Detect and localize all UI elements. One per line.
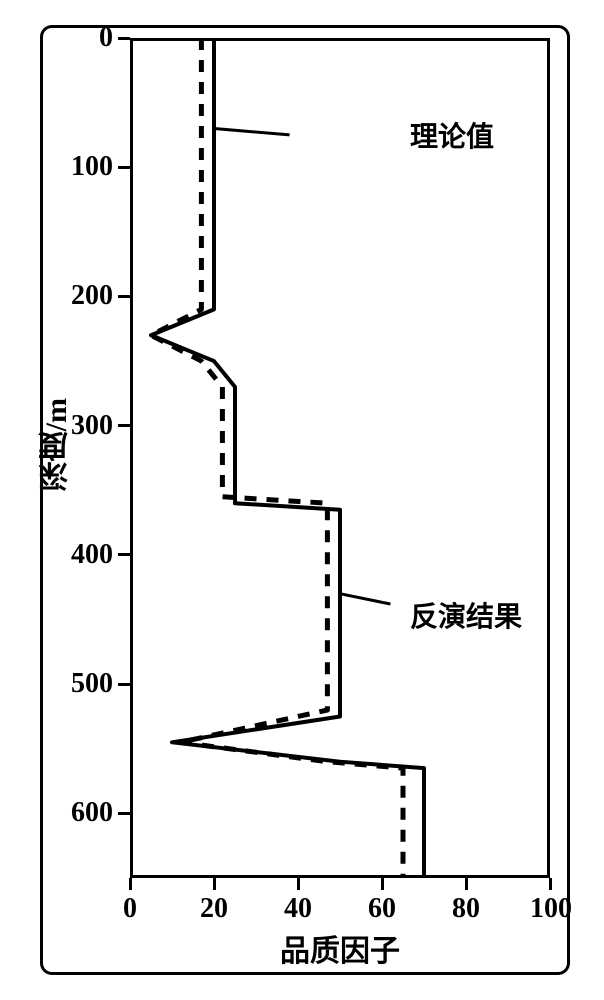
series-line-0	[151, 38, 424, 878]
y-tick-label: 600	[71, 797, 113, 829]
y-tick-label: 300	[71, 410, 113, 442]
x-tick	[213, 878, 216, 890]
legend-label-1: 反演结果	[410, 595, 522, 635]
y-tick	[118, 812, 130, 815]
y-tick-label: 100	[71, 151, 113, 183]
y-tick	[118, 424, 130, 427]
y-tick-label: 0	[99, 22, 113, 54]
y-tick	[118, 166, 130, 169]
legend-label-0: 理论值	[410, 115, 494, 155]
x-tick	[549, 878, 552, 890]
legend-leader-1	[340, 594, 390, 604]
x-tick-label: 80	[446, 893, 486, 925]
y-tick-label: 500	[71, 668, 113, 700]
series-line-1	[151, 38, 403, 878]
y-tick-label: 200	[71, 280, 113, 312]
x-tick-label: 100	[530, 893, 570, 925]
y-tick	[118, 553, 130, 556]
x-tick-label: 40	[278, 893, 318, 925]
x-tick	[465, 878, 468, 890]
x-tick	[381, 878, 384, 890]
y-tick	[118, 295, 130, 298]
y-tick	[118, 37, 130, 40]
x-tick-label: 0	[110, 893, 150, 925]
chart-container: 深度/m 品质因子 020406080100010020030040050060…	[30, 20, 574, 980]
y-tick-label: 400	[71, 539, 113, 571]
legend-leader-0	[214, 128, 290, 134]
y-tick	[118, 683, 130, 686]
x-axis-label: 品质因子	[280, 926, 400, 970]
x-tick	[129, 878, 132, 890]
x-tick-label: 60	[362, 893, 402, 925]
x-tick	[297, 878, 300, 890]
x-tick-label: 20	[194, 893, 234, 925]
